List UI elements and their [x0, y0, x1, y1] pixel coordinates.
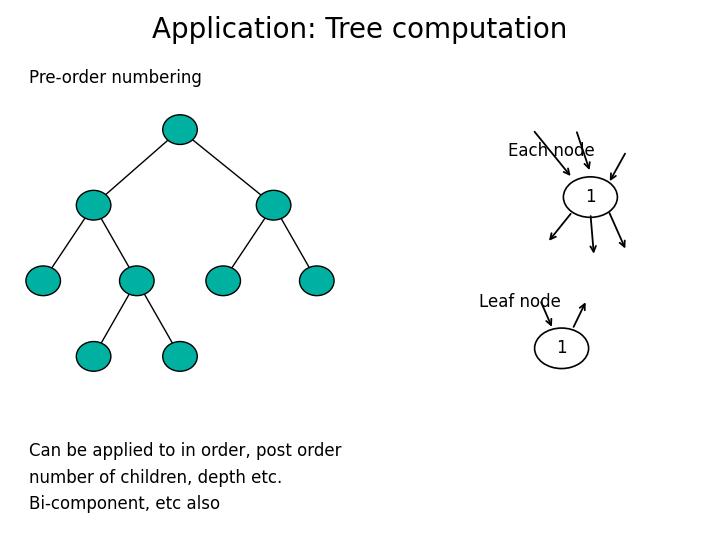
Text: 1: 1 — [557, 339, 567, 357]
Text: 1: 1 — [585, 188, 595, 206]
Ellipse shape — [120, 266, 154, 296]
Ellipse shape — [206, 266, 240, 296]
Text: Application: Tree computation: Application: Tree computation — [153, 16, 567, 44]
Ellipse shape — [76, 190, 111, 220]
Ellipse shape — [563, 177, 618, 217]
Text: Pre-order numbering: Pre-order numbering — [29, 69, 202, 87]
Text: Leaf node: Leaf node — [479, 293, 561, 312]
Text: Each node: Each node — [508, 142, 594, 160]
Text: Can be applied to in order, post order
number of children, depth etc.
Bi-compone: Can be applied to in order, post order n… — [29, 442, 341, 514]
Ellipse shape — [163, 115, 197, 145]
Ellipse shape — [300, 266, 334, 296]
Ellipse shape — [163, 341, 197, 372]
Ellipse shape — [256, 190, 291, 220]
Ellipse shape — [76, 341, 111, 372]
Ellipse shape — [534, 328, 589, 368]
Ellipse shape — [26, 266, 60, 296]
